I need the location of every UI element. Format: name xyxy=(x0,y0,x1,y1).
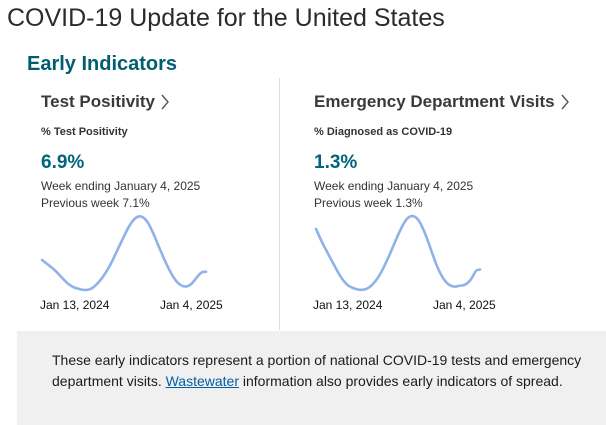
test-positivity-week-ending: Week ending January 4, 2025 xyxy=(41,179,201,193)
test-positivity-card: Test Positivity % Test Positivity 6.9% W… xyxy=(41,92,200,212)
card-divider xyxy=(279,78,280,330)
emergency-visits-title: Emergency Department Visits xyxy=(314,92,555,111)
emergency-visits-value: 1.3% xyxy=(314,152,358,173)
emergency-visits-x-start-label: Jan 13, 2024 xyxy=(313,298,383,312)
test-positivity-value: 6.9% xyxy=(41,152,85,173)
test-positivity-x-end-label: Jan 4, 2025 xyxy=(160,298,223,312)
emergency-visits-x-end-label: Jan 4, 2025 xyxy=(433,298,496,312)
test-positivity-title: Test Positivity xyxy=(41,92,155,111)
section-title: Early Indicators xyxy=(27,53,178,75)
emergency-visits-sparkline xyxy=(314,214,482,292)
wastewater-link[interactable]: Wastewater xyxy=(165,373,239,389)
test-positivity-x-start-label: Jan 13, 2024 xyxy=(40,298,110,312)
test-positivity-metric-label: % Test Positivity xyxy=(41,126,128,138)
test-positivity-previous-week: Previous week 7.1% xyxy=(41,196,150,210)
test-positivity-sparkline xyxy=(40,215,208,292)
test-positivity-trend-line xyxy=(40,215,208,292)
emergency-visits-previous-week: Previous week 1.3% xyxy=(314,196,423,210)
emergency-visits-trend-line xyxy=(314,214,482,292)
info-note-text: These early indicators represent a porti… xyxy=(52,350,606,392)
note-text-after: information also provides early indicato… xyxy=(239,373,563,389)
info-note: These early indicators represent a porti… xyxy=(17,331,606,425)
emergency-visits-link[interactable]: Emergency Department Visits xyxy=(314,92,570,112)
chevron-right-icon xyxy=(561,94,569,110)
emergency-visits-card: Emergency Department Visits % Diagnosed … xyxy=(314,92,570,212)
test-positivity-link[interactable]: Test Positivity xyxy=(41,92,200,112)
emergency-visits-metric-label: % Diagnosed as COVID-19 xyxy=(314,126,453,138)
chevron-right-icon xyxy=(161,94,169,110)
note-text-before: These early indicators represent a porti… xyxy=(52,352,582,389)
emergency-visits-week-ending: Week ending January 4, 2025 xyxy=(314,179,474,193)
page-title: COVID-19 Update for the United States xyxy=(7,4,445,32)
